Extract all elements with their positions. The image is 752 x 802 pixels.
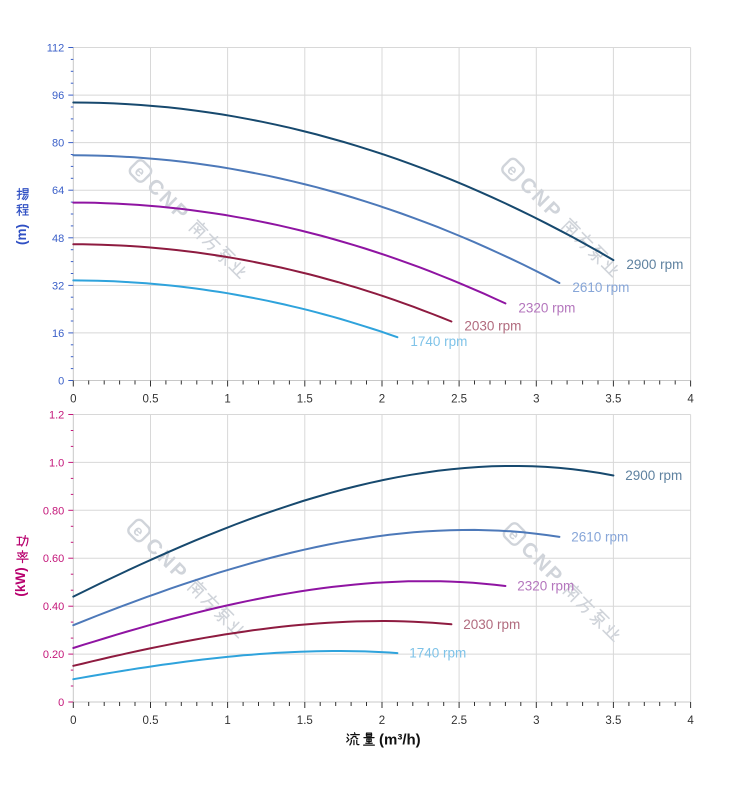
svg-text:1: 1 [224,394,230,406]
svg-text:48: 48 [52,233,64,245]
svg-text:2900 rpm: 2900 rpm [626,257,683,272]
svg-text:1: 1 [224,715,230,727]
svg-text:1.5: 1.5 [297,715,313,727]
svg-text:1740 rpm: 1740 rpm [409,646,466,661]
svg-text:0.80: 0.80 [43,505,64,517]
svg-text:2610 rpm: 2610 rpm [571,529,628,544]
svg-text:0: 0 [58,376,64,388]
svg-text:96: 96 [52,90,64,102]
svg-text:2320 rpm: 2320 rpm [518,300,575,315]
svg-text:0: 0 [58,697,64,709]
svg-text:1.2: 1.2 [49,410,64,422]
svg-text:2030 rpm: 2030 rpm [464,319,521,334]
svg-text:1740 rpm: 1740 rpm [410,334,467,349]
svg-text:(kW): (kW) [13,567,28,596]
svg-text:2900 rpm: 2900 rpm [625,468,682,483]
svg-text:3.5: 3.5 [605,394,621,406]
svg-text:2.5: 2.5 [451,394,467,406]
svg-text:3: 3 [533,715,539,727]
svg-text:3: 3 [533,394,539,406]
svg-text:1.5: 1.5 [297,394,313,406]
svg-text:2: 2 [379,715,385,727]
svg-text:32: 32 [52,280,64,292]
svg-text:3.5: 3.5 [605,715,621,727]
svg-text:0.5: 0.5 [143,394,159,406]
svg-text:1.0: 1.0 [49,457,64,469]
svg-text:0.20: 0.20 [43,649,64,661]
svg-text:64: 64 [52,185,64,197]
svg-text:2320 rpm: 2320 rpm [517,579,574,594]
svg-text:2.5: 2.5 [451,715,467,727]
svg-text:(m³/h): (m³/h) [379,732,421,749]
svg-text:0.40: 0.40 [43,601,64,613]
svg-text:0: 0 [70,715,76,727]
svg-text:2030 rpm: 2030 rpm [463,617,520,632]
svg-text:16: 16 [52,328,64,340]
svg-text:80: 80 [52,138,64,150]
svg-text:0.5: 0.5 [143,715,159,727]
svg-text:2610 rpm: 2610 rpm [572,280,629,295]
svg-text:0: 0 [70,394,76,406]
svg-text:(m): (m) [14,224,29,245]
svg-text:4: 4 [687,715,694,727]
svg-text:0.60: 0.60 [43,553,64,565]
svg-text:2: 2 [379,394,385,406]
svg-text:4: 4 [687,394,694,406]
svg-text:112: 112 [47,43,65,55]
